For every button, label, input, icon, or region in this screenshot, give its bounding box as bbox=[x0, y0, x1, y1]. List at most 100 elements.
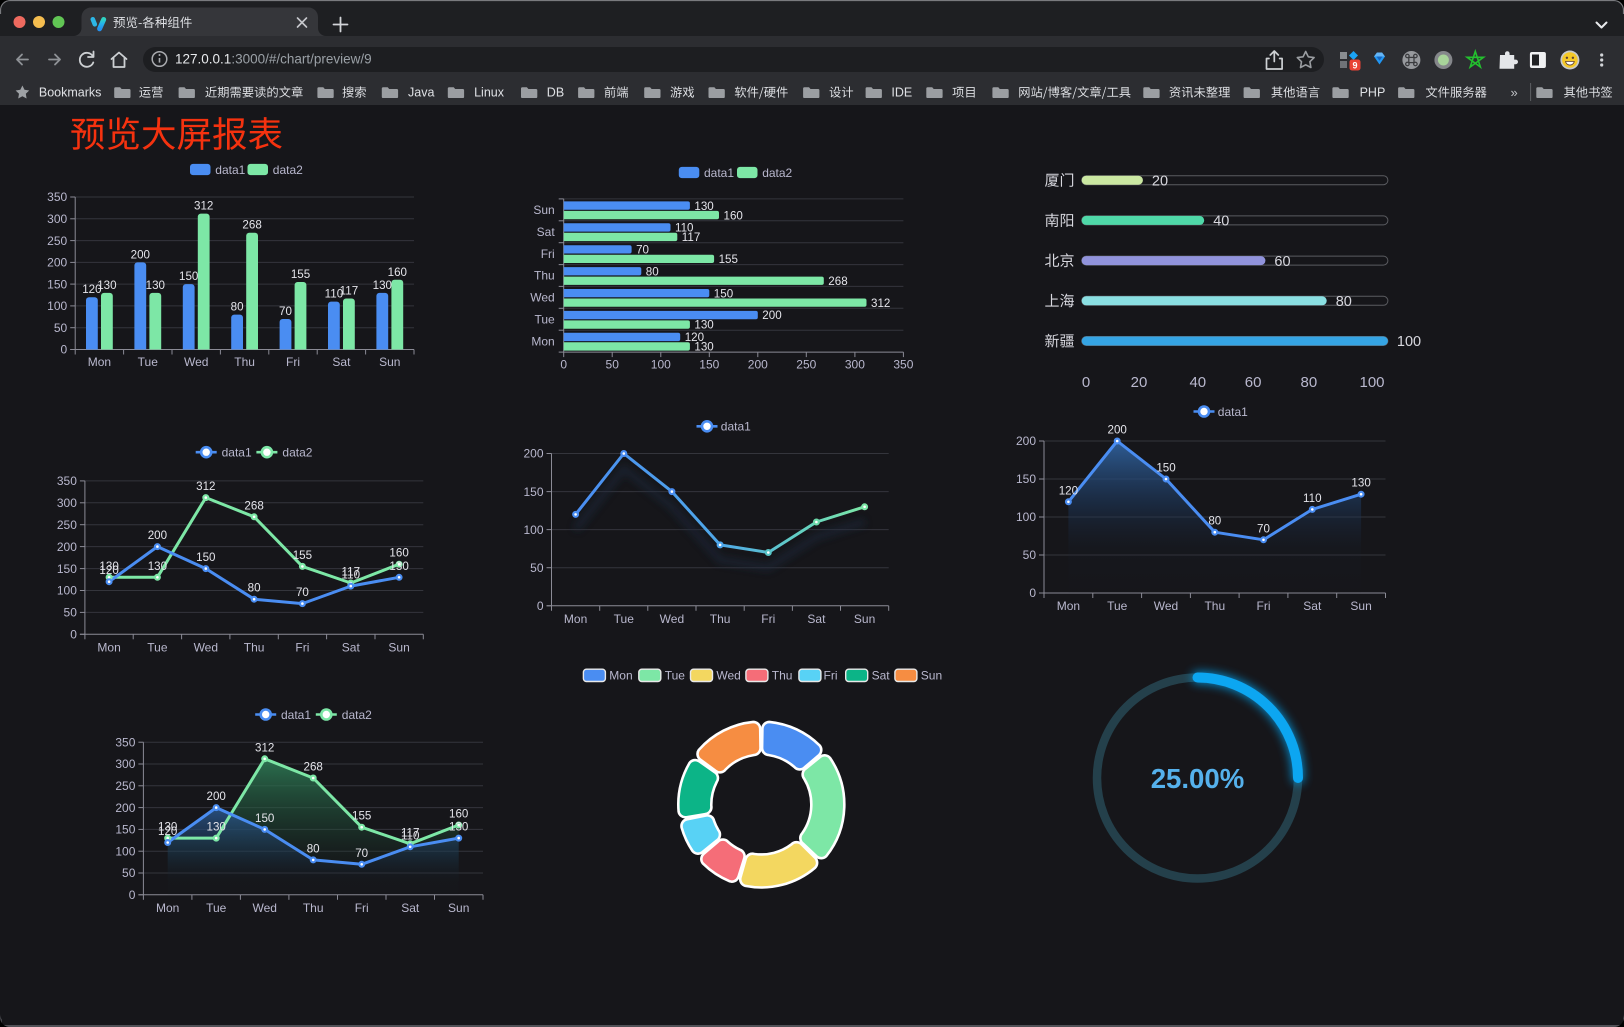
svg-text:130: 130 bbox=[373, 279, 392, 292]
svg-text:Mon: Mon bbox=[531, 334, 554, 348]
svg-text:70: 70 bbox=[636, 244, 649, 257]
svg-text:160: 160 bbox=[388, 266, 407, 279]
svg-text:117: 117 bbox=[342, 566, 360, 579]
svg-text:data1: data1 bbox=[1218, 405, 1248, 419]
svg-text:80: 80 bbox=[646, 265, 659, 278]
svg-text:268: 268 bbox=[828, 275, 847, 288]
svg-text:50: 50 bbox=[54, 321, 68, 335]
svg-text:117: 117 bbox=[340, 285, 358, 298]
svg-text:155: 155 bbox=[352, 810, 371, 823]
svg-text:100: 100 bbox=[523, 523, 543, 537]
svg-text:Sun: Sun bbox=[388, 640, 409, 654]
svg-text:Sat: Sat bbox=[872, 669, 891, 683]
svg-text:0: 0 bbox=[70, 628, 77, 642]
svg-text:0: 0 bbox=[61, 343, 68, 357]
svg-text:80: 80 bbox=[307, 842, 320, 855]
svg-text:150: 150 bbox=[179, 270, 198, 283]
svg-text:50: 50 bbox=[530, 561, 544, 575]
svg-text:70: 70 bbox=[1257, 522, 1270, 535]
svg-text:110: 110 bbox=[675, 222, 693, 235]
svg-text:110: 110 bbox=[342, 569, 360, 582]
svg-text:200: 200 bbox=[131, 248, 150, 261]
svg-text:200: 200 bbox=[523, 447, 543, 461]
svg-text:Tue: Tue bbox=[147, 640, 168, 654]
svg-text:117: 117 bbox=[682, 231, 700, 244]
svg-text:Sat: Sat bbox=[332, 355, 351, 369]
svg-text:350: 350 bbox=[47, 190, 67, 204]
svg-text:IDE: IDE bbox=[891, 86, 912, 100]
svg-text:Fri: Fri bbox=[824, 669, 838, 683]
svg-text:Fri: Fri bbox=[286, 355, 300, 369]
svg-text:Linux: Linux bbox=[474, 86, 505, 100]
svg-text:312: 312 bbox=[196, 480, 215, 493]
svg-text:300: 300 bbox=[845, 358, 865, 372]
svg-text:150: 150 bbox=[1156, 462, 1175, 475]
svg-text:Thu: Thu bbox=[534, 269, 555, 283]
svg-text:0: 0 bbox=[1029, 586, 1036, 600]
svg-text:100: 100 bbox=[1016, 510, 1036, 524]
svg-text:Sun: Sun bbox=[1350, 599, 1371, 613]
svg-text:Fri: Fri bbox=[295, 640, 309, 654]
svg-text:80: 80 bbox=[1208, 515, 1221, 528]
svg-text:300: 300 bbox=[47, 212, 67, 226]
svg-text:150: 150 bbox=[196, 551, 215, 564]
svg-text:130: 130 bbox=[1351, 477, 1370, 490]
svg-text:Bookmarks: Bookmarks bbox=[39, 86, 102, 100]
svg-text:Wed: Wed bbox=[660, 612, 684, 626]
svg-text:130: 130 bbox=[694, 319, 713, 332]
svg-text:150: 150 bbox=[523, 485, 543, 499]
svg-text:150: 150 bbox=[115, 823, 135, 837]
svg-text:130: 130 bbox=[694, 200, 713, 213]
svg-text:PHP: PHP bbox=[1360, 86, 1386, 100]
svg-text:Fri: Fri bbox=[1257, 599, 1271, 613]
svg-text:200: 200 bbox=[1108, 424, 1127, 437]
svg-text:Wed: Wed bbox=[194, 640, 218, 654]
svg-text:9: 9 bbox=[1352, 61, 1357, 71]
svg-text:250: 250 bbox=[796, 358, 816, 372]
svg-text:80: 80 bbox=[248, 582, 261, 595]
svg-text:Tue: Tue bbox=[138, 355, 159, 369]
svg-text:data2: data2 bbox=[273, 163, 303, 177]
svg-text:data2: data2 bbox=[762, 166, 792, 180]
svg-text:160: 160 bbox=[449, 808, 468, 821]
svg-text:160: 160 bbox=[389, 547, 408, 560]
svg-text:Wed: Wed bbox=[530, 291, 554, 305]
svg-text:Sun: Sun bbox=[854, 612, 875, 626]
svg-text:0: 0 bbox=[1082, 374, 1090, 391]
svg-text:Mon: Mon bbox=[1057, 599, 1080, 613]
svg-text:130: 130 bbox=[694, 341, 713, 354]
svg-text:Wed: Wed bbox=[184, 355, 208, 369]
svg-text:117: 117 bbox=[401, 826, 419, 839]
svg-text:20: 20 bbox=[1152, 173, 1168, 189]
svg-text:130: 130 bbox=[158, 821, 177, 834]
svg-text:Sat: Sat bbox=[807, 612, 826, 626]
svg-text:110: 110 bbox=[325, 288, 343, 301]
svg-text:130: 130 bbox=[146, 279, 165, 292]
svg-text:DB: DB bbox=[547, 86, 564, 100]
svg-text:Wed: Wed bbox=[716, 669, 740, 683]
svg-text:250: 250 bbox=[57, 518, 77, 532]
svg-text:120: 120 bbox=[158, 825, 177, 838]
svg-text:0: 0 bbox=[129, 888, 136, 902]
svg-text:200: 200 bbox=[148, 529, 167, 542]
svg-text:100: 100 bbox=[1359, 374, 1384, 391]
svg-text:80: 80 bbox=[1301, 374, 1318, 391]
svg-text:50: 50 bbox=[64, 606, 78, 620]
svg-text:70: 70 bbox=[355, 847, 368, 860]
svg-text:200: 200 bbox=[57, 540, 77, 554]
svg-text:Sat: Sat bbox=[401, 901, 420, 915]
svg-text:data1: data1 bbox=[222, 446, 252, 460]
svg-text:50: 50 bbox=[606, 358, 620, 372]
svg-text:100: 100 bbox=[1397, 334, 1421, 350]
svg-text:data1: data1 bbox=[215, 163, 245, 177]
svg-text:200: 200 bbox=[1016, 434, 1036, 448]
svg-text:100: 100 bbox=[57, 584, 77, 598]
svg-text:150: 150 bbox=[47, 277, 67, 291]
svg-text:40: 40 bbox=[1213, 214, 1229, 230]
svg-text:120: 120 bbox=[82, 283, 101, 296]
svg-text:data2: data2 bbox=[282, 446, 312, 460]
svg-text:268: 268 bbox=[242, 219, 261, 232]
svg-text:120: 120 bbox=[1059, 484, 1078, 497]
svg-text:130: 130 bbox=[97, 279, 116, 292]
svg-text:data1: data1 bbox=[281, 708, 311, 722]
